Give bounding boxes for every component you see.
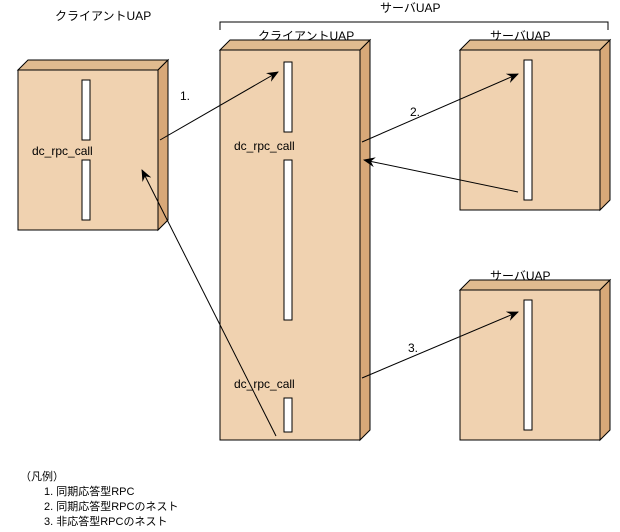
center-box-side [360,40,370,440]
client-left-box-slot-0 [82,80,90,140]
server-bottom-box-top [460,280,610,290]
center-box-slot-2 [284,398,292,432]
client-left-box-slot-1 [82,160,90,220]
arrow-label-2: 2. [410,105,420,119]
legend-item-2: 3. 非応答型RPCのネスト [44,514,167,528]
server-bottom-box-slot-0 [524,300,532,430]
legend-title: （凡例） [20,469,64,483]
center-box-top [220,40,370,50]
server-top-box-side [600,40,610,210]
center-box-slot-0 [284,62,292,132]
center-call-label-2: dc_rpc_call [234,377,295,391]
arrow-label-0: 1. [180,89,190,103]
server-top-box-slot-0 [524,60,532,200]
legend-item-1: 2. 同期応答型RPCのネスト [44,499,178,513]
server-top-box-top [460,40,610,50]
center-call-label-1: dc_rpc_call [234,139,295,153]
server-bottom-box-side [600,280,610,440]
legend-item-0: 1. 同期応答型RPC [44,484,135,498]
center-box-slot-1 [284,160,292,320]
header-server-label: サーバUAP [380,1,441,15]
client-left-call-label: dc_rpc_call [32,144,93,158]
header-client-label: クライアントUAP [55,9,151,23]
client-left-box-top [18,60,168,70]
arrow-label-4: 3. [408,341,418,355]
